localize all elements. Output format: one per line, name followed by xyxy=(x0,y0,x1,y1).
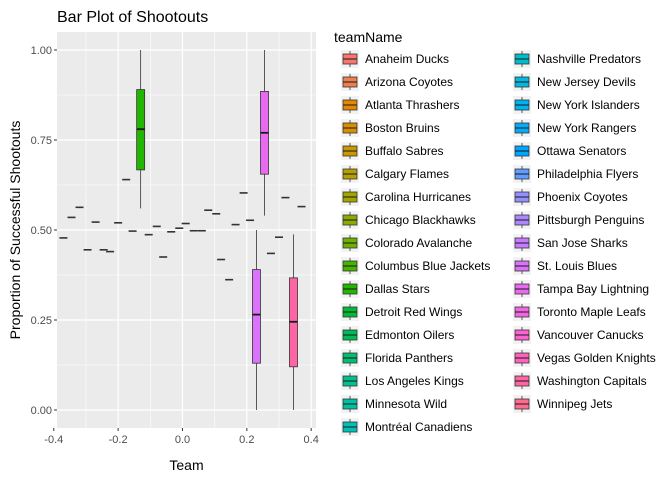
legend-label: St. Louis Blues xyxy=(537,259,617,273)
legend-label: Buffalo Sabres xyxy=(365,144,444,158)
legend-item: Washington Capitals xyxy=(513,372,647,390)
legend-label: Toronto Maple Leafs xyxy=(537,305,646,319)
y-tick-label: 0.00 xyxy=(31,405,52,417)
legend-label: Atlanta Thrashers xyxy=(365,98,460,112)
legend-item: Carolina Hurricanes xyxy=(341,188,471,206)
box-iqr xyxy=(252,269,261,364)
x-tick-label: -0.4 xyxy=(44,434,63,446)
legend-label: Winnipeg Jets xyxy=(537,397,612,411)
legend-item: New York Rangers xyxy=(513,119,636,137)
box-st-louis-blues xyxy=(252,230,261,410)
legend-label: New York Islanders xyxy=(537,98,640,112)
y-tick-label: 1.00 xyxy=(31,45,52,57)
legend-item: Colorado Avalanche xyxy=(341,234,473,252)
legend-label: Edmonton Oilers xyxy=(365,328,454,342)
legend-item: New Jersey Devils xyxy=(513,73,636,91)
legend-item: Edmonton Oilers xyxy=(341,326,454,344)
legend-item: Ottawa Senators xyxy=(513,142,626,160)
legend-label: Montréal Canadiens xyxy=(365,420,472,434)
legend-item: Anaheim Ducks xyxy=(341,50,449,68)
legend-item: St. Louis Blues xyxy=(513,257,617,275)
major-gridlines xyxy=(57,32,316,428)
legend-item: Phoenix Coyotes xyxy=(513,188,628,206)
y-axis: 0.00 0.25 0.50 0.75 1.00 xyxy=(31,45,57,417)
legend-label: Boston Bruins xyxy=(365,121,440,135)
legend-item: Los Angeles Kings xyxy=(341,372,464,390)
y-tick-label: 0.75 xyxy=(31,135,52,147)
legend-item: Minnesota Wild xyxy=(341,395,447,413)
legend-item: Atlanta Thrashers xyxy=(341,96,460,114)
legend-item: Chicago Blackhawks xyxy=(341,211,476,229)
y-tick-label: 0.50 xyxy=(31,225,52,237)
legend-item: Dallas Stars xyxy=(341,280,430,298)
legend-label: Carolina Hurricanes xyxy=(365,190,471,204)
legend-label: Florida Panthers xyxy=(365,351,453,365)
legend-label: Detroit Red Wings xyxy=(365,305,462,319)
legend-label: San Jose Sharks xyxy=(537,236,628,250)
legend-item: Nashville Predators xyxy=(513,50,641,68)
legend-label: New Jersey Devils xyxy=(537,75,636,89)
y-axis-title: Proportion of Successful Shootouts xyxy=(7,121,23,340)
legend-label: Philadelphia Flyers xyxy=(537,167,638,181)
legend-label: Tampa Bay Lightning xyxy=(537,282,649,296)
y-tick-label: 0.25 xyxy=(31,315,52,327)
x-tick-label: 0.0 xyxy=(175,434,190,446)
x-tick-label: 0.4 xyxy=(304,434,319,446)
legend-item: Toronto Maple Leafs xyxy=(513,303,646,321)
legend-item: Tampa Bay Lightning xyxy=(513,280,649,298)
legend-label: Phoenix Coyotes xyxy=(537,190,628,204)
legend-item: Boston Bruins xyxy=(341,119,440,137)
legend-label: Los Angeles Kings xyxy=(365,374,464,388)
legend-label: Pittsburgh Penguins xyxy=(537,213,644,227)
legend-item: New York Islanders xyxy=(513,96,640,114)
legend-label: Arizona Coyotes xyxy=(365,75,453,89)
legend-item: Vancouver Canucks xyxy=(513,326,644,344)
legend-item: Florida Panthers xyxy=(341,349,453,367)
legend-item: Arizona Coyotes xyxy=(341,73,453,91)
legend-label: Dallas Stars xyxy=(365,282,430,296)
box-tampa-bay-lightning xyxy=(260,50,269,216)
legend: Anaheim Ducks Arizona Coyotes Atlanta Thra… xyxy=(341,50,656,436)
x-tick-label: 0.2 xyxy=(239,434,254,446)
legend-label: Chicago Blackhawks xyxy=(365,213,476,227)
legend-title: teamName xyxy=(334,29,403,45)
box-dallas-stars xyxy=(136,50,146,209)
legend-label: Vegas Golden Knights xyxy=(537,351,656,365)
box-marks xyxy=(59,50,306,410)
legend-item: Vegas Golden Knights xyxy=(513,349,656,367)
legend-label: Colorado Avalanche xyxy=(365,236,473,250)
box-washington-capitals xyxy=(289,234,298,410)
x-tick-label: -0.2 xyxy=(109,434,128,446)
legend-item: Calgary Flames xyxy=(341,165,449,183)
legend-label: Ottawa Senators xyxy=(537,144,626,158)
legend-item: Columbus Blue Jackets xyxy=(341,257,490,275)
legend-label: Vancouver Canucks xyxy=(537,328,644,342)
legend-item: Montréal Canadiens xyxy=(341,418,472,436)
legend-item: San Jose Sharks xyxy=(513,234,628,252)
x-axis: -0.4 -0.2 0.0 0.2 0.4 xyxy=(44,428,319,446)
legend-label: Minnesota Wild xyxy=(365,397,447,411)
legend-item: Pittsburgh Penguins xyxy=(513,211,644,229)
legend-item: Buffalo Sabres xyxy=(341,142,444,160)
legend-label: Columbus Blue Jackets xyxy=(365,259,490,273)
legend-item: Winnipeg Jets xyxy=(513,395,612,413)
legend-label: New York Rangers xyxy=(537,121,636,135)
legend-label: Calgary Flames xyxy=(365,167,449,181)
legend-label: Nashville Predators xyxy=(537,52,641,66)
x-axis-title: Team xyxy=(169,457,203,473)
legend-label: Washington Capitals xyxy=(537,374,647,388)
chart-title: Bar Plot of Shootouts xyxy=(57,9,208,26)
legend-item: Philadelphia Flyers xyxy=(513,165,638,183)
legend-item: Detroit Red Wings xyxy=(341,303,462,321)
legend-label: Anaheim Ducks xyxy=(365,52,449,66)
